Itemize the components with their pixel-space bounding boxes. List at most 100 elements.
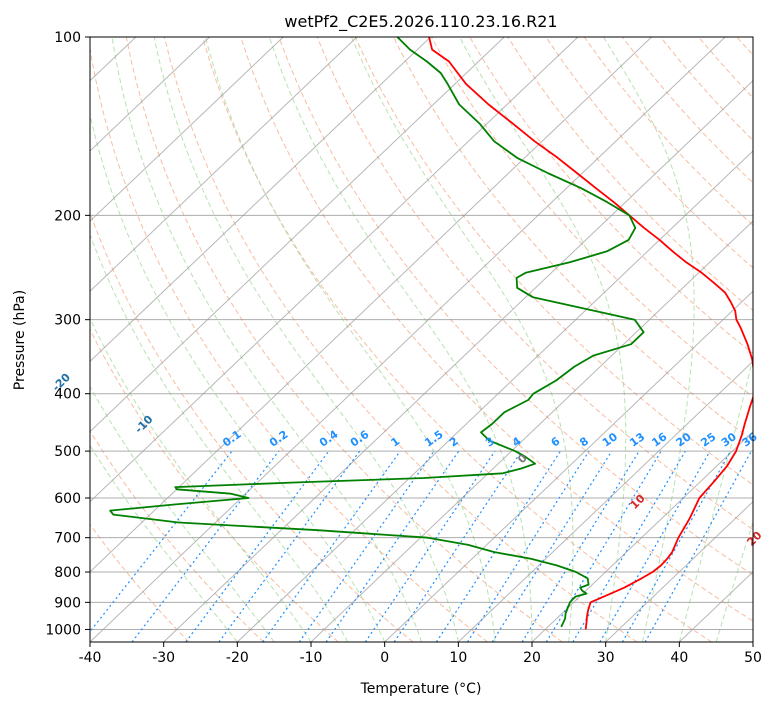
y-tick-label: 500 [54,444,81,460]
dry-adiabat-line [90,328,339,642]
isotherm-line [90,37,726,642]
dry-adiabat-line [469,37,753,355]
mixing-ratio-line [131,450,280,642]
dry-adiabat-line [90,45,488,642]
x-tick-label: -30 [152,650,175,666]
dry-adiabat-line [90,211,414,642]
mixing-ratio-line [545,450,662,642]
moist-adiabat-line [204,37,496,642]
label-layer: 0.10.20.40.611.52346810131620253036-100-… [50,371,765,549]
moist-adiabat-line [351,37,574,642]
mixing-ratio-label: 13 [627,430,647,449]
mixing-ratio-line [262,450,401,642]
moist-adiabat-line [603,37,695,642]
isotherm-line [605,500,753,642]
isotherm-line [678,571,753,642]
moist-adiabat-line [90,444,238,642]
dry-adiabat-line [240,37,753,622]
moist-adiabat-line [90,233,349,642]
x-tick-label: 0 [380,650,389,666]
y-tick-label: 1000 [45,622,81,638]
dry-adiabat-line [698,37,753,99]
moist-adiabat-line [153,37,459,642]
dry-adiabat-label: -10 [132,413,155,436]
isotherm-line [90,37,431,363]
mixing-ratio-line [621,450,732,642]
isotherm-line [90,37,505,433]
plot-frame [89,36,754,643]
isotherm-line [90,37,579,503]
mixing-ratio-label: 10 [600,430,620,450]
y-tick-label: 100 [54,30,81,46]
isotherm-line [236,150,753,642]
temperature-profile-line [428,37,753,630]
mixing-ratio-label: 0.2 [267,428,290,450]
mixing-ratio-label: 1 [389,435,403,450]
mixing-ratio-label: 20 [674,430,694,450]
mixing-ratio-line [393,450,523,642]
mixing-ratio-line [218,450,361,642]
mixing-ratio-label: 0.1 [220,428,243,450]
isotherm-line [90,37,652,573]
dry-adiabat-line [354,37,753,486]
mixing-ratio-line [364,450,496,642]
mixing-ratio-line [572,450,686,642]
chart-title: wetPf2_C2E5.2026.110.23.16.R21 [284,12,557,32]
mixing-ratio-line [90,450,233,633]
x-tick-label: 30 [597,650,615,666]
y-tick-label: 200 [54,208,81,224]
y-tick-label: 600 [54,491,81,507]
y-axis-label: Pressure (hPa) [12,290,28,390]
dry-adiabat-line [736,37,753,56]
mixing-ratio-label: 16 [649,430,669,450]
y-tick-label: 800 [54,565,81,581]
moist-adiabat-line [90,385,275,642]
mixing-ratio-label: 0.6 [348,428,372,450]
dry-adiabat-line [621,37,753,184]
moist-adiabat-line [90,112,386,642]
dewpoint-profile-line [109,37,645,628]
mixing-ratio-line [644,450,752,642]
x-axis-label: Temperature (°C) [360,681,482,697]
x-tick-label: 10 [449,650,467,666]
dry-adiabat-line [125,37,563,642]
moist-adiabat-line [459,37,627,642]
isotherm-line [163,80,753,642]
moist-adiabat-line [715,520,753,642]
axis-layer: -40 -30 -20 -10 0 10 20 30 40 50 1000 900 800 700 600 5… [45,30,762,666]
mixing-ratio-label: 25 [698,430,718,449]
isotherm-line [90,37,284,222]
isotherm-line [457,360,753,642]
x-tick-label: 40 [670,650,688,666]
mixing-ratio-line [325,450,460,642]
dry-adiabat-line [90,523,190,642]
dry-adiabat-label: 20 [745,529,765,549]
dry-adiabat-line [545,37,753,269]
isotherm-line [384,290,753,642]
isotherm-line [310,220,753,642]
y-tick-label: 400 [54,387,81,403]
x-tick-label: 50 [744,650,762,666]
x-tick-label: 20 [523,650,541,666]
isotherm-line [531,430,753,642]
mixing-ratio-line [521,450,640,642]
mixing-ratio-line [435,450,561,642]
mixing-ratio-line [491,450,613,642]
moist-adiabat-line [111,37,422,642]
mixing-ratio-label: 0.4 [317,428,341,450]
dry-adiabat-label: 10 [628,492,648,512]
dry-adiabat-line [163,37,638,642]
x-tick-label: -40 [79,650,102,666]
isotherm-line [0,37,62,642]
series-layer [109,37,753,630]
y-tick-label: 700 [54,531,81,547]
y-tick-label: 900 [54,595,81,611]
mixing-ratio-label: 6 [549,434,563,449]
y-tick-label: 300 [54,313,81,329]
mixing-ratio-line [599,450,711,642]
moist-adiabat-line [268,37,533,642]
x-tick-label: -10 [300,650,323,666]
mixing-ratio-label: 2 [447,435,461,450]
isotherm-line [752,641,753,642]
isotherm-line [90,37,358,292]
